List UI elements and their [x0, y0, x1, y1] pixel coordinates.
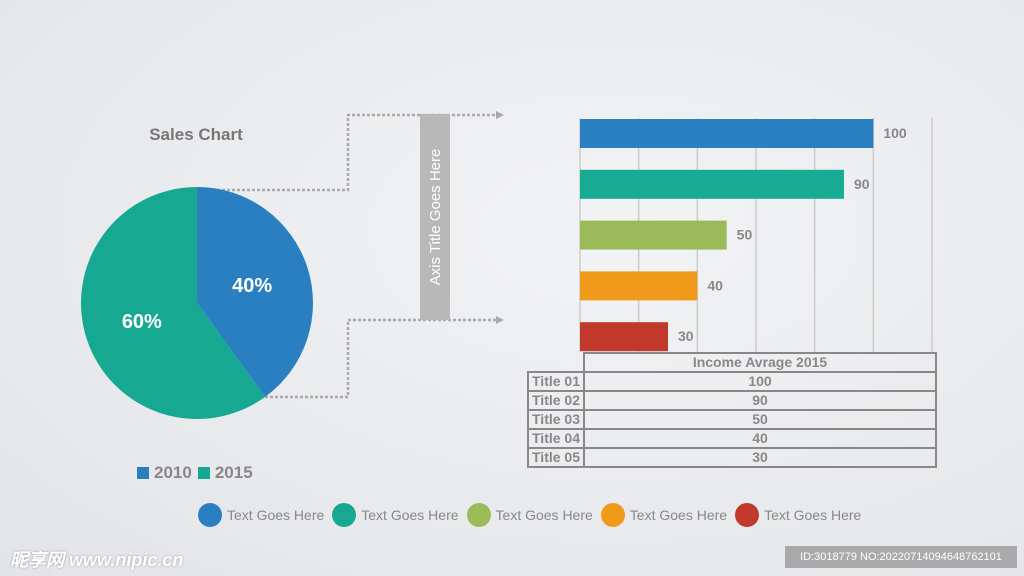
legend-text: Text Goes Here — [764, 507, 862, 523]
legend-swatch-2015 — [197, 467, 210, 479]
legend-item: Text Goes Here — [466, 503, 593, 527]
watermark: 昵享网 www.nipic.cn — [10, 550, 184, 570]
bar-value-label: 100 — [883, 125, 907, 141]
legend-label-2010: 2010 — [154, 463, 192, 482]
bottom-legend: Text Goes Here Text Goes Here Text Goes … — [198, 503, 865, 527]
bar-value-label: 50 — [737, 227, 753, 243]
legend-text: Text Goes Here — [227, 507, 325, 523]
bar-Title 04 — [580, 271, 698, 301]
row-label: Title 05 — [527, 447, 585, 468]
bar-Title 01 — [580, 119, 874, 148]
row-label: Title 01 — [527, 371, 585, 392]
table-header: Income Avrage 2015 — [583, 352, 937, 373]
legend-text: Text Goes Here — [361, 507, 459, 523]
table-row: Title 02 90 — [527, 390, 937, 411]
table-row: Title 03 50 — [527, 409, 937, 430]
bar-value-label: 30 — [678, 328, 694, 344]
legend-dot-icon — [735, 503, 760, 527]
pie-label: 60% — [122, 311, 162, 333]
arrow-head-icon — [496, 316, 504, 324]
legend-item: Text Goes Here — [198, 503, 324, 527]
legend-dot-icon — [466, 503, 491, 527]
legend-dot-icon — [600, 503, 625, 527]
pie-legend: 2010 2015 — [137, 463, 253, 483]
bar-value-label: 90 — [854, 176, 870, 192]
pie-label: 40% — [232, 275, 272, 297]
legend-label-2015: 2015 — [214, 463, 253, 482]
row-value: 30 — [583, 447, 937, 468]
row-label: Title 04 — [527, 428, 585, 449]
pie-slice-2015 — [80, 187, 266, 419]
table-row: Title 01 100 — [527, 371, 937, 392]
row-label: Title 03 — [527, 409, 585, 430]
legend-dot-icon — [332, 503, 357, 527]
table-row: Title 04 40 — [527, 428, 937, 449]
row-value: 50 — [583, 409, 937, 430]
legend-item: Text Goes Here — [735, 503, 861, 527]
table-row: Title 05 30 — [527, 447, 937, 468]
legend-item: Text Goes Here — [600, 503, 728, 527]
image-id: ID:3018779 NO:20220714094648762101 — [785, 546, 1017, 568]
arrow-head-icon — [496, 111, 504, 119]
legend-item: Text Goes Here — [332, 503, 459, 527]
row-value: 90 — [583, 390, 937, 411]
legend-text: Text Goes Here — [629, 507, 728, 523]
row-value: 100 — [583, 371, 937, 392]
pie-title: Sales Chart — [149, 125, 243, 144]
bar-Title 05 — [580, 322, 668, 352]
axis-title: Axis Title Goes Here — [427, 149, 444, 286]
bar-value-label: 40 — [707, 277, 723, 293]
row-label: Title 02 — [527, 390, 585, 411]
bar-Title 03 — [580, 220, 727, 250]
legend-swatch-2010 — [137, 467, 149, 479]
pie-slice-2010 — [197, 187, 313, 397]
bar-Title 02 — [580, 169, 844, 199]
axis-title-box — [420, 114, 450, 320]
income-table: Income Avrage 2015 Title 01 100 Title 02 9… — [527, 352, 937, 468]
row-value: 40 — [583, 428, 937, 449]
legend-dot-icon — [198, 503, 222, 527]
legend-text: Text Goes Here — [495, 507, 593, 523]
